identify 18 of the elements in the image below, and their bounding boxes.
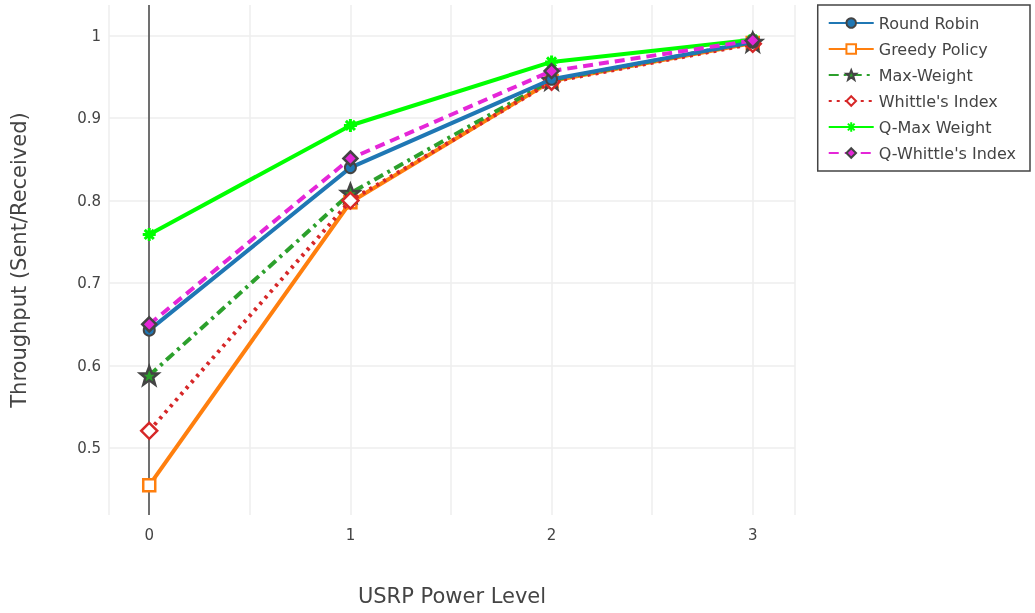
x-tick-label: 2 <box>546 525 557 544</box>
y-tick-label: 0.6 <box>77 356 101 375</box>
legend-label: Greedy Policy <box>878 39 988 59</box>
y-tick-label: 0.5 <box>77 439 101 458</box>
y-tick-label: 0.8 <box>77 191 101 210</box>
x-tick-label: 1 <box>345 525 356 544</box>
legend-label: Whittle's Index <box>878 91 998 111</box>
legend-label: Round Robin <box>878 13 980 33</box>
x-tick-label: 0 <box>144 525 155 544</box>
y-tick-label: 1 <box>91 26 101 45</box>
y-axis-title: Throughput (Sent/Received) <box>6 112 31 409</box>
legend-label: Q-Max Weight <box>878 117 992 137</box>
legend-label: Max-Weight <box>878 65 973 85</box>
y-tick-label: 0.9 <box>77 109 101 128</box>
y-tick-label: 0.7 <box>77 274 101 293</box>
x-axis-title: USRP Power Level <box>357 583 547 608</box>
legend-label: Q-Whittle's Index <box>878 143 1017 163</box>
x-tick-label: 3 <box>747 525 758 544</box>
